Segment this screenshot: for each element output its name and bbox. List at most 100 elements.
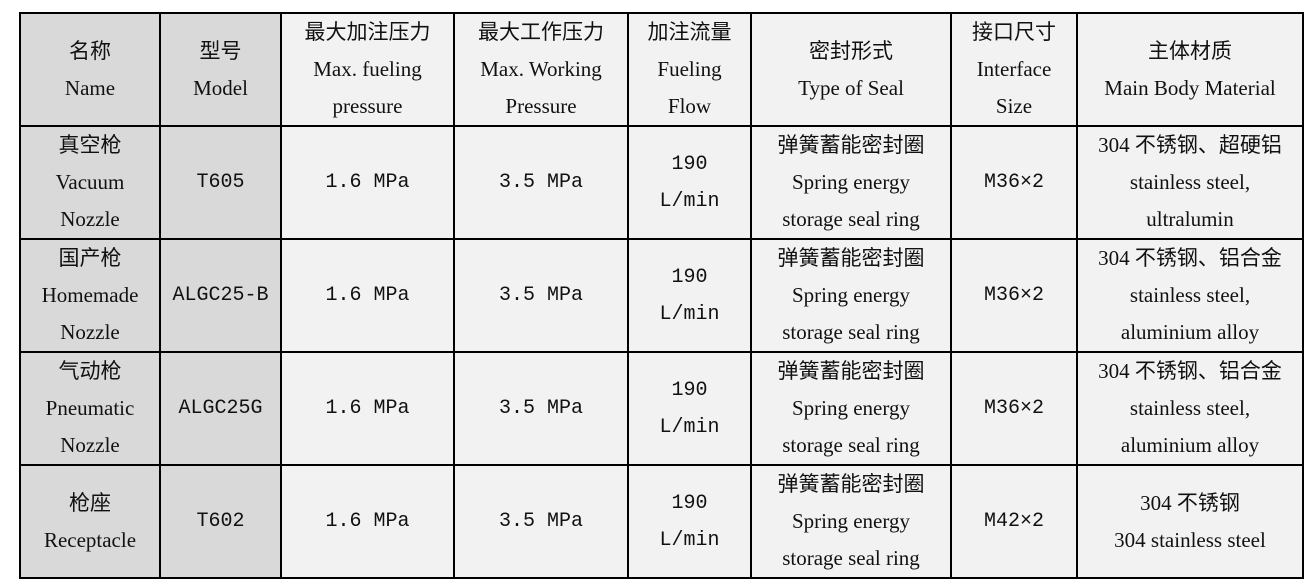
- material-cell-line: 304 stainless steel: [1114, 527, 1266, 552]
- header-cell-line: Interface: [976, 57, 1052, 81]
- header-cell: 最大工作压力 Max. Working Pressure: [453, 12, 629, 127]
- flow-cell-line: 190: [671, 265, 708, 289]
- material-cell-line: 304 不锈钢、铝合金: [1098, 246, 1282, 270]
- table-row: 真空枪 Vacuum Nozzle T605 1.6 MPa 3.5 MPa 190 L/mi…: [19, 125, 1304, 240]
- header-cell-line: Pressure: [505, 94, 577, 118]
- name-cell-line: Receptacle: [43, 527, 137, 552]
- material-cell-line: stainless steel,: [1129, 283, 1251, 307]
- name-cell-line: 枪座: [69, 490, 111, 515]
- seal-cell-line: storage seal ring: [782, 320, 920, 344]
- interface-cell: M36×2: [950, 238, 1078, 353]
- flow-cell-line: L/min: [659, 302, 720, 326]
- seal-cell-line: storage seal ring: [782, 207, 920, 231]
- flow-cell-line: L/min: [659, 415, 720, 439]
- flow-cell-line: L/min: [659, 528, 720, 552]
- header-row: 名称 Name 型号 Model 最大加注压力 Max. fueling pressure 最…: [19, 12, 1304, 127]
- table-row: 国产枪 Homemade Nozzle ALGC25-B 1.6 MPa 3.5 MPa 1…: [19, 238, 1304, 353]
- max-fueling-cell-line: 1.6 MPa: [325, 171, 410, 194]
- material-cell-line: 304 不锈钢、铝合金: [1098, 359, 1282, 383]
- max-fueling-cell-line: 1.6 MPa: [325, 510, 410, 533]
- flow-cell-line: 190: [671, 378, 708, 402]
- header-cell: 名称 Name: [19, 12, 161, 127]
- model-cell: T605: [159, 125, 282, 240]
- header-cell-line: 最大加注压力: [304, 20, 431, 44]
- max-working-cell: 3.5 MPa: [453, 464, 629, 579]
- seal-cell-line: Spring energy: [791, 509, 910, 533]
- flow-cell-line: 190: [671, 491, 708, 515]
- flow-cell: 190 L/min: [627, 125, 752, 240]
- header-cell-line: 接口尺寸: [972, 20, 1056, 44]
- header-cell-line: 型号: [199, 38, 242, 63]
- flow-cell-line: 190: [671, 152, 708, 176]
- model-cell-line: T605: [196, 171, 245, 194]
- max-working-cell-line: 3.5 MPa: [498, 171, 583, 194]
- seal-cell-line: 弹簧蓄能密封圈: [777, 359, 925, 383]
- max-working-cell: 3.5 MPa: [453, 351, 629, 466]
- seal-cell-line: Spring energy: [791, 396, 910, 420]
- seal-cell: 弹簧蓄能密封圈 Spring energy storage seal ring: [750, 464, 952, 579]
- name-cell-line: Pneumatic: [45, 396, 135, 420]
- name-cell: 国产枪 Homemade Nozzle: [19, 238, 161, 353]
- header-cell-line: Max. Working: [480, 57, 602, 81]
- header-cell-line: 加注流量: [647, 20, 732, 44]
- header-cell: 型号 Model: [159, 12, 282, 127]
- seal-cell-line: storage seal ring: [782, 433, 920, 457]
- material-cell-line: aluminium alloy: [1120, 320, 1260, 344]
- name-cell-line: Nozzle: [60, 207, 120, 231]
- material-cell-line: ultralumin: [1146, 207, 1234, 231]
- header-cell-line: Type of Seal: [798, 75, 904, 100]
- material-cell: 304 不锈钢、超硬铝 stainless steel, ultralumin: [1076, 125, 1304, 240]
- model-cell: ALGC25G: [159, 351, 282, 466]
- header-cell: 最大加注压力 Max. fueling pressure: [280, 12, 455, 127]
- header-cell-line: 主体材质: [1148, 38, 1232, 63]
- flow-cell-line: L/min: [659, 189, 720, 213]
- seal-cell-line: 弹簧蓄能密封圈: [777, 246, 925, 270]
- name-cell-line: Nozzle: [60, 320, 120, 344]
- header-cell: 接口尺寸 Interface Size: [950, 12, 1078, 127]
- interface-cell: M36×2: [950, 125, 1078, 240]
- header-cell-line: 密封形式: [809, 38, 893, 63]
- spec-table: 名称 Name 型号 Model 最大加注压力 Max. fueling pressure 最…: [19, 12, 1304, 579]
- header-cell: 主体材质 Main Body Material: [1076, 12, 1304, 127]
- seal-cell: 弹簧蓄能密封圈 Spring energy storage seal ring: [750, 125, 952, 240]
- name-cell-line: 真空枪: [58, 133, 122, 157]
- header-cell-line: Max. fueling: [313, 57, 422, 81]
- max-fueling-cell-line: 1.6 MPa: [325, 284, 410, 307]
- header-cell-line: 最大工作压力: [478, 20, 604, 44]
- header-cell-line: Name: [64, 75, 116, 100]
- interface-cell-line: M36×2: [983, 284, 1044, 307]
- seal-cell-line: 弹簧蓄能密封圈: [777, 472, 925, 496]
- max-working-cell-line: 3.5 MPa: [498, 397, 583, 420]
- interface-cell: M36×2: [950, 351, 1078, 466]
- max-working-cell-line: 3.5 MPa: [498, 510, 583, 533]
- max-working-cell-line: 3.5 MPa: [498, 284, 583, 307]
- seal-cell: 弹簧蓄能密封圈 Spring energy storage seal ring: [750, 351, 952, 466]
- max-fueling-cell: 1.6 MPa: [280, 351, 455, 466]
- model-cell: T602: [159, 464, 282, 579]
- name-cell-line: Nozzle: [60, 433, 120, 457]
- header-cell: 加注流量 Fueling Flow: [627, 12, 752, 127]
- max-fueling-cell: 1.6 MPa: [280, 464, 455, 579]
- material-cell: 304 不锈钢、铝合金 stainless steel, aluminium all…: [1076, 351, 1304, 466]
- interface-cell-line: M42×2: [983, 510, 1044, 533]
- interface-cell-line: M36×2: [983, 171, 1044, 194]
- model-cell-line: ALGC25G: [178, 397, 263, 420]
- header-cell-line: Flow: [667, 94, 712, 118]
- name-cell: 枪座 Receptacle: [19, 464, 161, 579]
- header-cell-line: Main Body Material: [1104, 75, 1276, 100]
- name-cell-line: Homemade: [41, 283, 139, 307]
- interface-cell-line: M36×2: [983, 397, 1044, 420]
- header-cell-line: Size: [995, 94, 1033, 118]
- max-fueling-cell-line: 1.6 MPa: [325, 397, 410, 420]
- max-working-cell: 3.5 MPa: [453, 238, 629, 353]
- material-cell-line: 304 不锈钢: [1140, 490, 1240, 515]
- flow-cell: 190 L/min: [627, 238, 752, 353]
- seal-cell-line: 弹簧蓄能密封圈: [777, 133, 925, 157]
- model-cell-line: ALGC25-B: [172, 284, 269, 307]
- name-cell-line: 国产枪: [58, 246, 122, 270]
- max-fueling-cell: 1.6 MPa: [280, 238, 455, 353]
- interface-cell: M42×2: [950, 464, 1078, 579]
- max-working-cell: 3.5 MPa: [453, 125, 629, 240]
- table-row: 气动枪 Pneumatic Nozzle ALGC25G 1.6 MPa 3.5 MPa 1…: [19, 351, 1304, 466]
- material-cell-line: stainless steel,: [1129, 170, 1251, 194]
